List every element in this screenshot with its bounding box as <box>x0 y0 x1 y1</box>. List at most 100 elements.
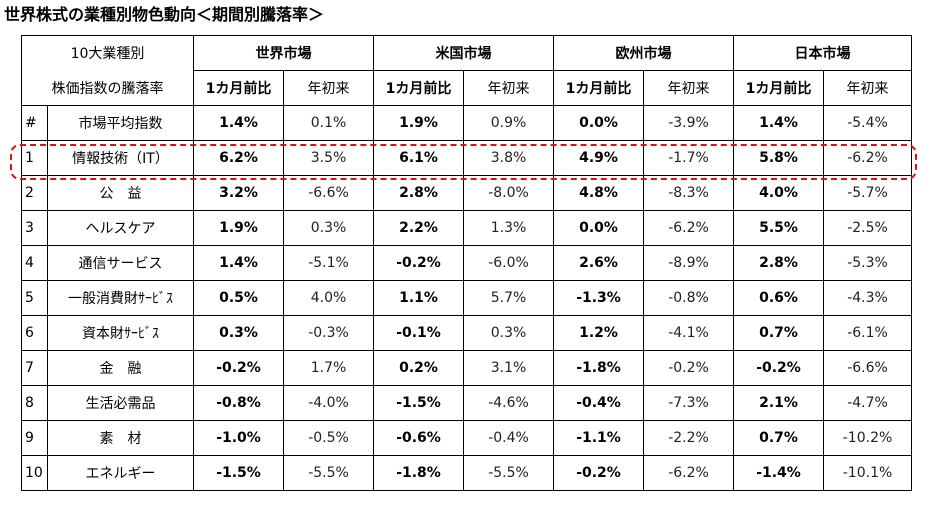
value-1month: 0.0% <box>553 210 645 246</box>
value-1month: -0.2% <box>373 245 465 281</box>
value-1month: -1.8% <box>553 350 645 386</box>
value-1month: -0.2% <box>733 350 825 386</box>
row-number: # <box>21 105 48 141</box>
value-ytd: 0.3% <box>283 210 375 246</box>
market-header-japan: 日本市場 <box>733 35 913 71</box>
value-ytd: -1.7% <box>643 140 735 176</box>
value-1month: -0.8% <box>193 385 285 421</box>
value-1month: 1.1% <box>373 280 465 316</box>
value-ytd: 3.8% <box>463 140 555 176</box>
value-ytd: -5.7% <box>823 175 913 211</box>
value-1month: 5.5% <box>733 210 825 246</box>
value-ytd: -4.6% <box>463 385 555 421</box>
sector-name: エネルギー <box>46 455 195 491</box>
value-ytd: 0.1% <box>283 105 375 141</box>
sector-name: 市場平均指数 <box>46 105 195 141</box>
value-ytd: -10.2% <box>823 420 913 456</box>
value-1month: 2.8% <box>733 245 825 281</box>
table-row: 8 生活必需品 -0.8% -4.0% -1.5% -4.6% -0.4% -7.3% 2.1%… <box>21 385 913 421</box>
value-1month: 4.0% <box>733 175 825 211</box>
market-header-europe: 欧州市場 <box>553 35 735 71</box>
subheader-month-us: 1カ月前比 <box>373 70 465 106</box>
value-ytd: -0.3% <box>283 315 375 351</box>
value-1month: 3.2% <box>193 175 285 211</box>
value-1month: 4.9% <box>553 140 645 176</box>
value-1month: 0.0% <box>553 105 645 141</box>
value-ytd: -6.2% <box>643 455 735 491</box>
value-1month: -1.8% <box>373 455 465 491</box>
value-ytd: -0.8% <box>643 280 735 316</box>
value-ytd: -6.6% <box>823 350 913 386</box>
value-1month: 2.8% <box>373 175 465 211</box>
value-1month: 1.9% <box>193 210 285 246</box>
table-row: 6 資本財ｻｰﾋﾞｽ 0.3% -0.3% -0.1% 0.3% 1.2% -4.1% 0.7%… <box>21 315 913 351</box>
value-1month: -0.2% <box>193 350 285 386</box>
value-1month: 4.8% <box>553 175 645 211</box>
value-1month: -1.5% <box>373 385 465 421</box>
value-1month: -0.1% <box>373 315 465 351</box>
value-1month: 2.6% <box>553 245 645 281</box>
row-number: 6 <box>21 315 48 351</box>
value-ytd: -5.1% <box>283 245 375 281</box>
value-ytd: -4.0% <box>283 385 375 421</box>
value-1month: 0.7% <box>733 315 825 351</box>
subheader-month-europe: 1カ月前比 <box>553 70 645 106</box>
row-number: 2 <box>21 175 48 211</box>
row-number: 10 <box>21 455 48 491</box>
value-1month: -1.0% <box>193 420 285 456</box>
value-ytd: -2.2% <box>643 420 735 456</box>
value-1month: 1.9% <box>373 105 465 141</box>
page-title: 世界株式の業種別物色動向＜期間別騰落率＞ <box>4 5 325 24</box>
value-1month: 1.4% <box>193 105 285 141</box>
value-1month: -0.2% <box>553 455 645 491</box>
value-1month: 1.4% <box>193 245 285 281</box>
sector-name: 一般消費財ｻｰﾋﾞｽ <box>46 280 195 316</box>
row-number: 5 <box>21 280 48 316</box>
row-number: 1 <box>21 140 48 176</box>
subheader-ytd-japan: 年初来 <box>823 70 913 106</box>
sector-name: 資本財ｻｰﾋﾞｽ <box>46 315 195 351</box>
sector-name: 生活必需品 <box>46 385 195 421</box>
value-ytd: -6.1% <box>823 315 913 351</box>
value-ytd: -5.5% <box>283 455 375 491</box>
row-number: 7 <box>21 350 48 386</box>
value-ytd: 4.0% <box>283 280 375 316</box>
value-ytd: 5.7% <box>463 280 555 316</box>
header-label-bottom: 株価指数の騰落率 <box>20 70 195 106</box>
row-number: 3 <box>21 210 48 246</box>
value-ytd: -0.4% <box>463 420 555 456</box>
value-1month: -1.1% <box>553 420 645 456</box>
value-1month: 6.1% <box>373 140 465 176</box>
value-ytd: -8.0% <box>463 175 555 211</box>
value-ytd: -4.1% <box>643 315 735 351</box>
table-row: 1 情報技術（IT） 6.2% 3.5% 6.1% 3.8% 4.9% -1.7% 5.8% -6… <box>21 140 913 176</box>
sector-name: 公 益 <box>46 175 195 211</box>
subheader-ytd-europe: 年初来 <box>643 70 735 106</box>
value-ytd: -5.3% <box>823 245 913 281</box>
sector-name: 通信サービス <box>46 245 195 281</box>
value-1month: 0.7% <box>733 420 825 456</box>
value-ytd: -2.5% <box>823 210 913 246</box>
value-ytd: -10.1% <box>823 455 913 491</box>
value-1month: -1.3% <box>553 280 645 316</box>
value-ytd: 1.7% <box>283 350 375 386</box>
value-ytd: -7.3% <box>643 385 735 421</box>
value-ytd: -0.2% <box>643 350 735 386</box>
value-ytd: 1.3% <box>463 210 555 246</box>
table-row: 5 一般消費財ｻｰﾋﾞｽ 0.5% 4.0% 1.1% 5.7% -1.3% -0.8% 0.6… <box>21 280 913 316</box>
subheader-month-japan: 1カ月前比 <box>733 70 825 106</box>
sector-name: 素 材 <box>46 420 195 456</box>
row-number: 8 <box>21 385 48 421</box>
value-1month: 0.5% <box>193 280 285 316</box>
value-1month: -1.5% <box>193 455 285 491</box>
value-1month: 2.1% <box>733 385 825 421</box>
value-ytd: -6.6% <box>283 175 375 211</box>
header-label-top: 10大業種別 <box>20 35 195 71</box>
sector-performance-table: 10大業種別 世界市場 米国市場 欧州市場 日本市場 株価指数の騰落率 1カ月前… <box>20 35 913 491</box>
value-1month: -1.4% <box>733 455 825 491</box>
value-1month: -0.6% <box>373 420 465 456</box>
market-header-us: 米国市場 <box>373 35 555 71</box>
value-1month: 0.6% <box>733 280 825 316</box>
